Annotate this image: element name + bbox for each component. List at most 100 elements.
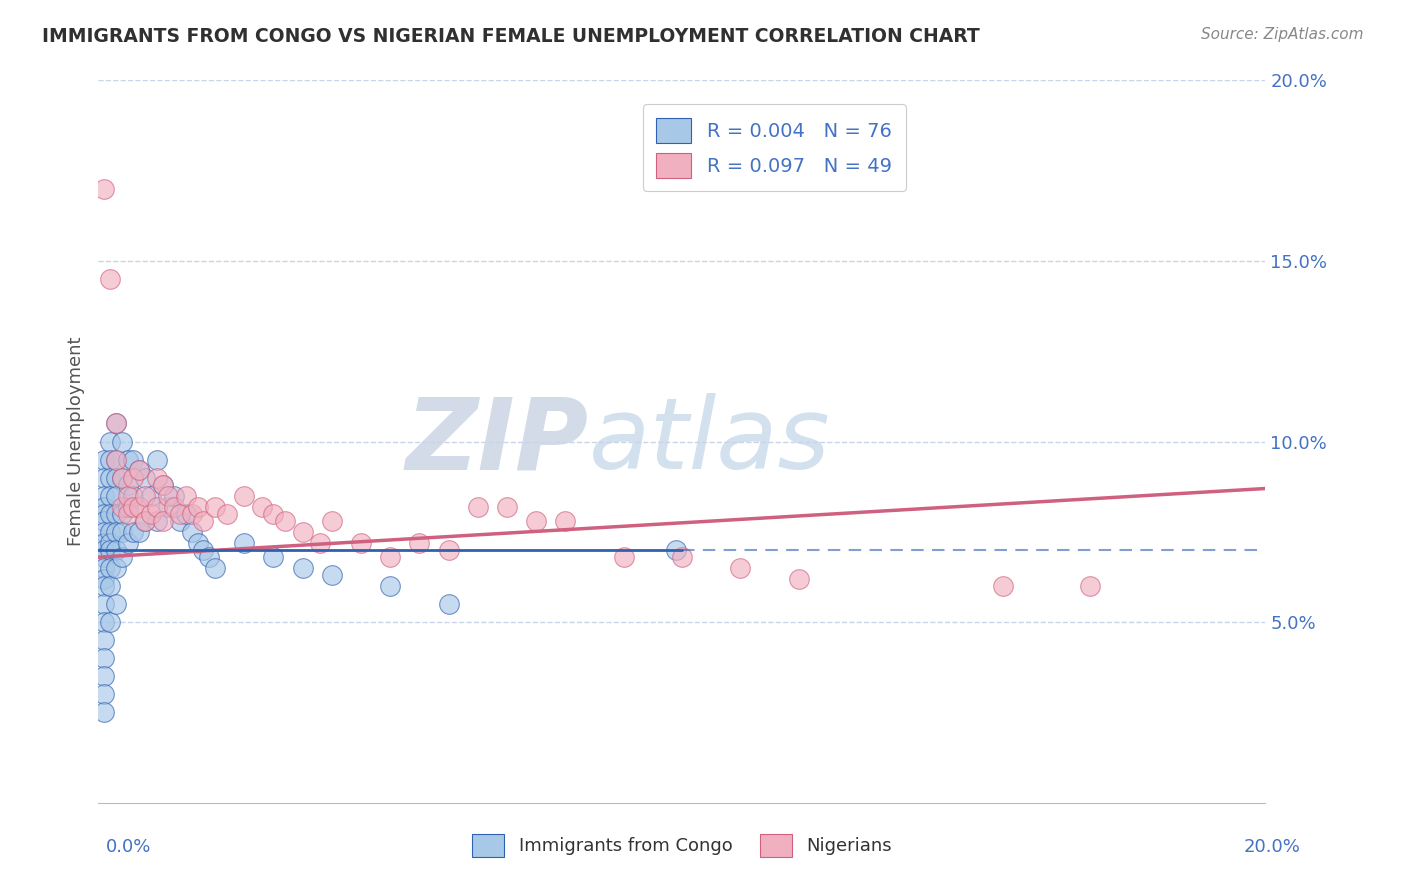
- Point: [98, 272, 121, 286]
- Point: [104, 417, 127, 431]
- Point: [174, 489, 197, 503]
- Point: [93, 687, 115, 701]
- Point: [122, 500, 145, 514]
- Point: [128, 524, 150, 539]
- Point: [93, 471, 115, 485]
- Point: [665, 542, 688, 557]
- Point: [98, 452, 121, 467]
- Point: [98, 471, 121, 485]
- Point: [380, 550, 402, 565]
- Point: [93, 489, 115, 503]
- Point: [122, 524, 145, 539]
- Point: [157, 500, 180, 514]
- Point: [93, 579, 115, 593]
- Point: [157, 489, 180, 503]
- Point: [152, 478, 174, 492]
- Point: [93, 597, 115, 611]
- Point: [134, 471, 156, 485]
- Point: [104, 507, 127, 521]
- Point: [146, 471, 169, 485]
- Text: IMMIGRANTS FROM CONGO VS NIGERIAN FEMALE UNEMPLOYMENT CORRELATION CHART: IMMIGRANTS FROM CONGO VS NIGERIAN FEMALE…: [42, 27, 980, 45]
- Point: [730, 561, 752, 575]
- Point: [193, 542, 215, 557]
- Point: [93, 182, 115, 196]
- Point: [117, 535, 139, 549]
- Point: [233, 535, 256, 549]
- Point: [321, 514, 343, 528]
- Legend: Immigrants from Congo, Nigerians: Immigrants from Congo, Nigerians: [463, 825, 901, 866]
- Point: [104, 417, 127, 431]
- Point: [262, 550, 284, 565]
- Point: [163, 500, 186, 514]
- Point: [111, 524, 134, 539]
- Point: [117, 489, 139, 503]
- Point: [111, 434, 134, 449]
- Point: [111, 550, 134, 565]
- Point: [93, 535, 115, 549]
- Point: [146, 514, 169, 528]
- Point: [350, 535, 373, 549]
- Point: [274, 514, 297, 528]
- Point: [467, 500, 489, 514]
- Point: [250, 500, 273, 514]
- Point: [93, 669, 115, 683]
- Point: [93, 651, 115, 665]
- Point: [128, 500, 150, 514]
- Point: [111, 507, 134, 521]
- Point: [93, 572, 115, 586]
- Point: [554, 514, 576, 528]
- Point: [146, 452, 169, 467]
- Point: [174, 507, 197, 521]
- Text: ZIP: ZIP: [405, 393, 589, 490]
- Point: [380, 579, 402, 593]
- Point: [180, 507, 202, 521]
- Point: [93, 507, 115, 521]
- Point: [93, 615, 115, 630]
- Point: [93, 452, 115, 467]
- Point: [671, 550, 693, 565]
- Point: [104, 471, 127, 485]
- Point: [215, 507, 238, 521]
- Point: [146, 500, 169, 514]
- Point: [787, 572, 810, 586]
- Point: [98, 542, 121, 557]
- Point: [134, 514, 156, 528]
- Point: [204, 561, 226, 575]
- Point: [98, 561, 121, 575]
- Point: [496, 500, 519, 514]
- Point: [180, 524, 202, 539]
- Text: atlas: atlas: [589, 393, 830, 490]
- Point: [1080, 579, 1102, 593]
- Point: [98, 507, 121, 521]
- Point: [122, 452, 145, 467]
- Point: [204, 500, 226, 514]
- Point: [117, 507, 139, 521]
- Point: [291, 561, 314, 575]
- Point: [122, 471, 145, 485]
- Point: [111, 500, 134, 514]
- Point: [291, 524, 314, 539]
- Point: [321, 568, 343, 582]
- Point: [111, 471, 134, 485]
- Point: [98, 615, 121, 630]
- Point: [98, 489, 121, 503]
- Point: [128, 463, 150, 477]
- Text: Source: ZipAtlas.com: Source: ZipAtlas.com: [1201, 27, 1364, 42]
- Point: [117, 500, 139, 514]
- Point: [104, 542, 127, 557]
- Point: [104, 452, 127, 467]
- Point: [122, 489, 145, 503]
- Point: [524, 514, 547, 528]
- Point: [93, 542, 115, 557]
- Point: [104, 561, 127, 575]
- Point: [117, 478, 139, 492]
- Point: [991, 579, 1014, 593]
- Point: [93, 633, 115, 648]
- Point: [437, 597, 460, 611]
- Point: [169, 514, 191, 528]
- Point: [163, 489, 186, 503]
- Point: [262, 507, 284, 521]
- Point: [93, 524, 115, 539]
- Text: 0.0%: 0.0%: [105, 838, 150, 856]
- Point: [98, 579, 121, 593]
